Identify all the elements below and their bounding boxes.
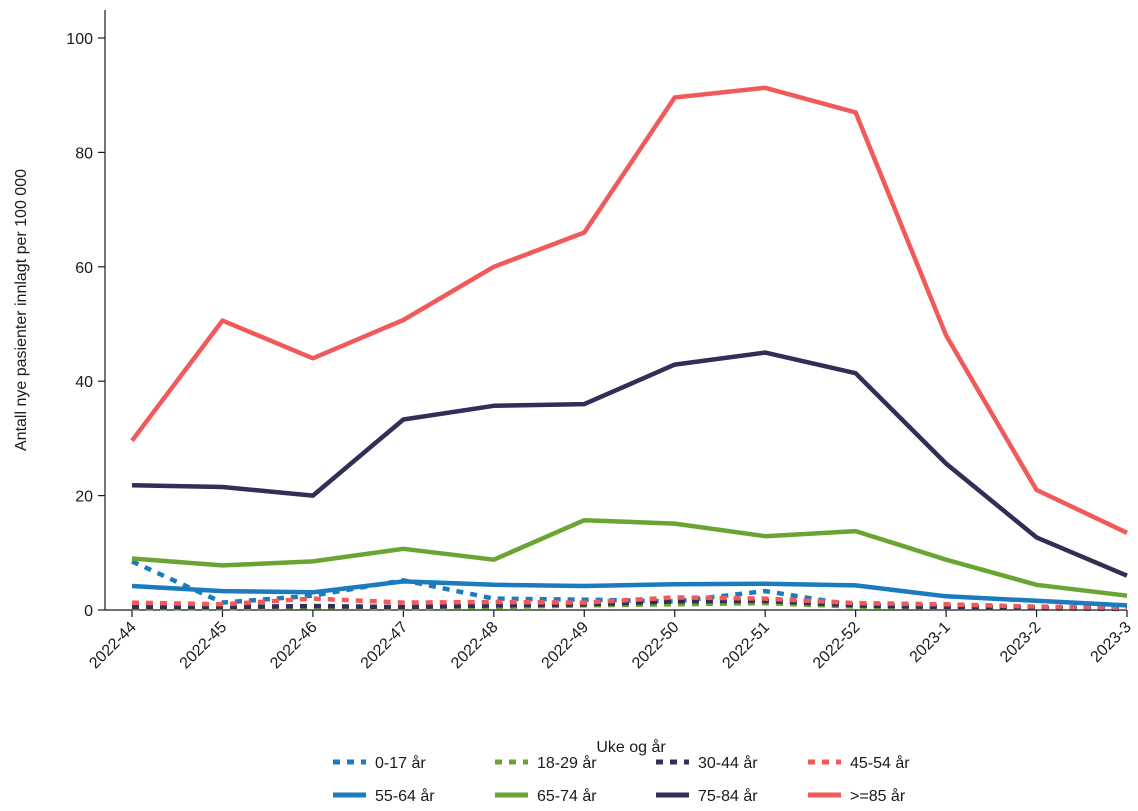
legend-label: 45-54 år [850,754,910,772]
legend-item: 0-17 år [333,754,426,772]
legend-item: 30-44 år [656,754,758,772]
legend-item: 55-64 år [333,787,435,805]
legend-label: 0-17 år [375,754,426,772]
x-tick-label: 2022-46 [267,619,321,673]
x-tick-label: 2022-49 [539,619,593,673]
legend-item: 45-54 år [808,754,910,772]
legend-label: 65-74 år [537,787,597,805]
x-tick-label: 2022-52 [810,619,864,673]
series-layer [130,85,1128,612]
series-line-3 [132,598,1128,612]
x-tick-label: 2022-51 [719,619,773,673]
y-tick-label: 60 [75,260,93,277]
y-tick-label: 0 [84,603,93,620]
y-tick-label: 40 [75,374,93,391]
legend-item: 65-74 år [495,787,597,805]
y-tick-label: 20 [75,489,93,506]
y-tick-label: 100 [66,31,93,48]
legend: 0-17 år 18-29 år 30-44 år 45-54 år 55-64 år 6… [333,754,910,805]
x-tick-label: 2022-47 [358,619,412,673]
legend-label: >=85 år [850,787,906,805]
y-ticks: 0 20 40 60 80 100 [66,31,105,620]
legend-label: 75-84 år [698,787,758,805]
x-tick-label: 2022-44 [86,619,140,673]
x-tick-label: 2022-45 [177,619,231,673]
series-line-8 [130,85,1128,535]
axes [104,10,1127,611]
x-tick-label: 2023-3 [1088,619,1135,666]
x-axis-title: Uke og år [596,738,666,756]
x-tick-label: 2022-48 [448,619,502,673]
y-axis-title: Antall nye pasienter innlagt per 100 000 [13,169,30,451]
legend-label: 55-64 år [375,787,435,805]
x-tick-label: 2023-2 [997,619,1044,666]
legend-label: 30-44 år [698,754,758,772]
x-tick-label: 2023-1 [907,619,954,666]
legend-item: 18-29 år [495,754,597,772]
x-ticks: 2022-44 2022-45 2022-46 2022-47 2022-48 2022-… [86,610,1135,672]
legend-item: >=85 år [808,787,906,805]
legend-label: 18-29 år [537,754,597,772]
series-line-5 [131,579,1128,608]
series-line-4 [131,595,1128,610]
legend-item: 75-84 år [656,787,758,805]
series-line-7 [131,350,1128,578]
x-tick-label: 2022-50 [629,619,683,673]
y-tick-label: 80 [75,145,93,162]
series-line-6 [131,517,1128,598]
